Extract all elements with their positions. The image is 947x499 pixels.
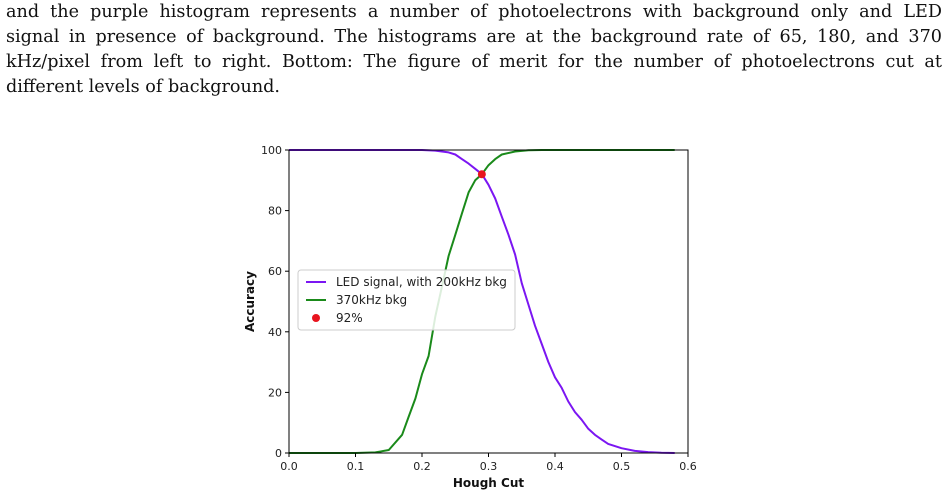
- x-tick-label-2: 0.2: [413, 460, 431, 473]
- y-tick-label-3: 60: [268, 265, 282, 278]
- y-tick-label-2: 40: [268, 326, 282, 339]
- y-tick-label-0: 0: [275, 447, 282, 460]
- y-tick-label-1: 20: [268, 386, 282, 399]
- y-tick-label-5: 100: [261, 144, 282, 157]
- caption-line-1: and the purple histogram represents a nu…: [6, 2, 942, 22]
- chart-legend: LED signal, with 200kHz bkg 370kHz bkg 92%: [297, 269, 516, 331]
- y-axis-label: Accuracy: [243, 271, 257, 332]
- legend-box: [297, 269, 516, 331]
- caption-line-3: kHz/pixel from left to right. Bottom: Th…: [6, 52, 942, 72]
- x-tick-label-6: 0.6: [679, 460, 697, 473]
- figure-caption: and the purple histogram represents a nu…: [6, 0, 942, 100]
- x-axis-label: Hough Cut: [453, 476, 524, 490]
- caption-line-2: signal in presence of background. The hi…: [6, 27, 942, 47]
- series-line-0: [289, 149, 675, 454]
- marker-point-0: [477, 170, 486, 179]
- y-tick-label-4: 80: [268, 205, 282, 218]
- legend-swatch-2: [312, 314, 320, 322]
- legend-label-2: 92%: [336, 311, 363, 325]
- x-tick-label-1: 0.1: [347, 460, 365, 473]
- x-tick-label-5: 0.5: [613, 460, 631, 473]
- legend-label-1: 370kHz bkg: [336, 293, 407, 307]
- axis-layer: 0.0 0.1 0.2 0.3 0.4 0.5 0.6 0 20 40 60 80 100: [261, 144, 697, 473]
- x-tick-label-3: 0.3: [480, 460, 498, 473]
- caption-line-4: different levels of background.: [6, 77, 281, 97]
- x-tick-label-4: 0.4: [546, 460, 564, 473]
- legend-label-0: LED signal, with 200kHz bkg: [336, 275, 507, 289]
- x-tick-label-0: 0.0: [280, 460, 298, 473]
